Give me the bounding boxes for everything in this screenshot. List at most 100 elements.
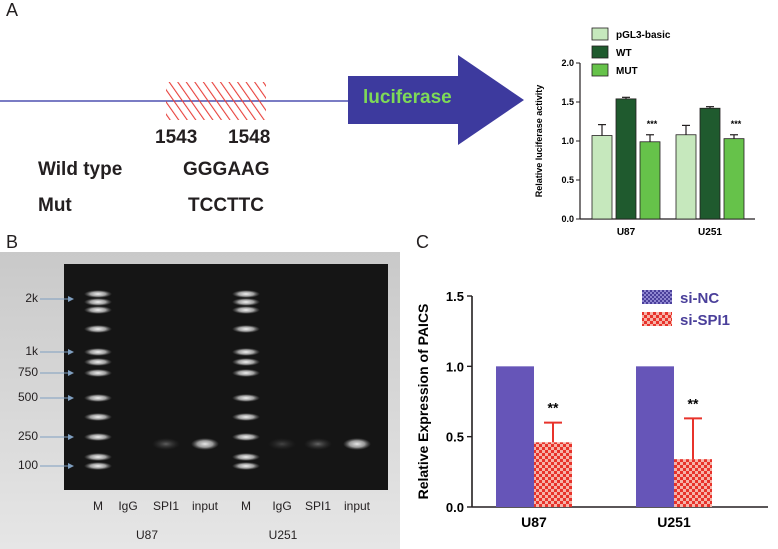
legend-swatch-si-spi1 [642, 312, 672, 326]
group-label-u251: U251 [268, 528, 298, 542]
x-tick-label-u251: U251 [657, 514, 691, 530]
ladder-band [84, 306, 112, 314]
lane-label-1: M [93, 499, 103, 513]
luciferase-chart: 0.0 0.5 1.0 1.5 2.0 Relative luciferase activ… [534, 27, 755, 238]
ladder-band [84, 298, 112, 306]
sample-band-lane-8 [343, 438, 371, 450]
bar-mut-u251 [723, 138, 745, 220]
lane-label-7: SPI1 [304, 499, 331, 513]
x-tick-label-u87: U87 [521, 514, 547, 530]
ladder-band [232, 306, 260, 314]
wild-type-label: Wild type [38, 159, 123, 180]
y-axis-label: Relative luciferase activity [534, 85, 544, 198]
ladder-band [84, 369, 112, 377]
ladder-arrowhead [68, 395, 74, 401]
lane-label-4: input [191, 499, 219, 513]
wild-type-sequence: GGGAAG [183, 159, 270, 180]
lane-label-8: input [343, 499, 371, 513]
ladder-band [84, 433, 112, 441]
significance-mark: *** [731, 119, 742, 129]
ladder-arrowhead [68, 370, 74, 376]
panel-b-letter: B [6, 232, 19, 252]
bar-wt-u251 [699, 107, 721, 220]
legend-label-wt: WT [616, 48, 632, 59]
ladder-label-1k: 1k [25, 344, 38, 358]
panel-c-letter: C [416, 232, 429, 252]
y-tick-label: 1.0 [561, 136, 574, 146]
y-tick-label: 0.0 [561, 214, 574, 224]
legend-label-mut: MUT [616, 66, 638, 77]
sample-band-lane-6 [268, 438, 296, 450]
position-start: 1543 [155, 127, 198, 148]
ladder-label-2k: 2k [25, 291, 38, 305]
ladder-band [84, 413, 112, 421]
legend-swatch-si-nc [642, 290, 672, 304]
legend-swatch-pgl3-basic [591, 27, 609, 41]
bar-pgl3-basic-u251 [675, 134, 697, 220]
ladder-arrowhead [68, 463, 74, 469]
y-tick-label: 1.5 [561, 97, 574, 107]
y-tick-label: 1.5 [446, 289, 464, 304]
ladder-arrowhead [68, 296, 74, 302]
sample-band-lane-4 [191, 438, 219, 450]
luciferase-arrow [348, 55, 524, 145]
group-label-u87: U87 [135, 528, 158, 542]
legend-label-si-spi1: si-SPI1 [680, 312, 730, 329]
ladder-band [84, 325, 112, 333]
bar-si-nc-u87 [496, 366, 534, 507]
lane-label-5: M [241, 499, 251, 513]
ladder-label-750: 750 [17, 365, 38, 379]
y-tick-label: 0.5 [446, 430, 464, 445]
bar-si-spi1-u251 [674, 459, 712, 507]
lane-label-3: SPI1 [152, 499, 179, 513]
ladder-band [232, 325, 260, 333]
y-tick-label: 1.0 [446, 359, 464, 374]
legend-swatch-wt [591, 45, 609, 59]
lane-label-6: IgG [272, 499, 292, 513]
ladder-band [232, 394, 260, 402]
lane-label-2: IgG [118, 499, 138, 513]
x-tick-label-u87: U87 [617, 227, 636, 238]
ladder-band [232, 453, 260, 461]
significance-mark: *** [647, 119, 658, 129]
ladder-band [84, 453, 112, 461]
ladder-band [232, 290, 260, 298]
ladder-band [232, 462, 260, 470]
binding-site-box [166, 82, 266, 120]
mut-label: Mut [38, 195, 72, 216]
bar-mut-u87 [639, 141, 661, 220]
gel-image [64, 264, 388, 490]
ladder-band [84, 290, 112, 298]
legend-label-pgl3-basic: pGL3-basic [616, 30, 671, 41]
position-end: 1548 [228, 127, 271, 148]
sample-band-lane-3 [152, 438, 180, 450]
ladder-label-500: 500 [17, 390, 38, 404]
y-tick-label: 2.0 [561, 58, 574, 68]
luciferase-label: luciferase [363, 87, 452, 108]
ladder-band [232, 413, 260, 421]
ladder-arrowhead [68, 434, 74, 440]
paics-chart: 0.0 0.5 1.0 1.5 Relative Expression of PAICS… [415, 289, 768, 530]
bar-si-nc-u251 [636, 366, 674, 507]
ladder-band [84, 358, 112, 366]
ladder-band [84, 394, 112, 402]
sample-band-lane-7 [304, 438, 332, 450]
legend-label-si-nc: si-NC [680, 290, 719, 307]
y-tick-label: 0.0 [446, 500, 464, 515]
ladder-label-100: 100 [17, 458, 38, 472]
gel-figure [0, 252, 400, 549]
panel-a-letter: A [6, 0, 19, 20]
x-tick-label-u251: U251 [698, 227, 722, 238]
bar-si-spi1-u87 [534, 442, 572, 507]
ladder-band [232, 348, 260, 356]
ladder-band [84, 348, 112, 356]
y-tick-label: 0.5 [561, 175, 574, 185]
legend-swatch-mut [591, 63, 609, 77]
ladder-band [232, 369, 260, 377]
ladder-label-250: 250 [17, 429, 38, 443]
ladder-band [232, 358, 260, 366]
ladder-arrowhead [68, 349, 74, 355]
ladder-band [232, 433, 260, 441]
bar-wt-u87 [615, 98, 637, 220]
ladder-band [84, 462, 112, 470]
